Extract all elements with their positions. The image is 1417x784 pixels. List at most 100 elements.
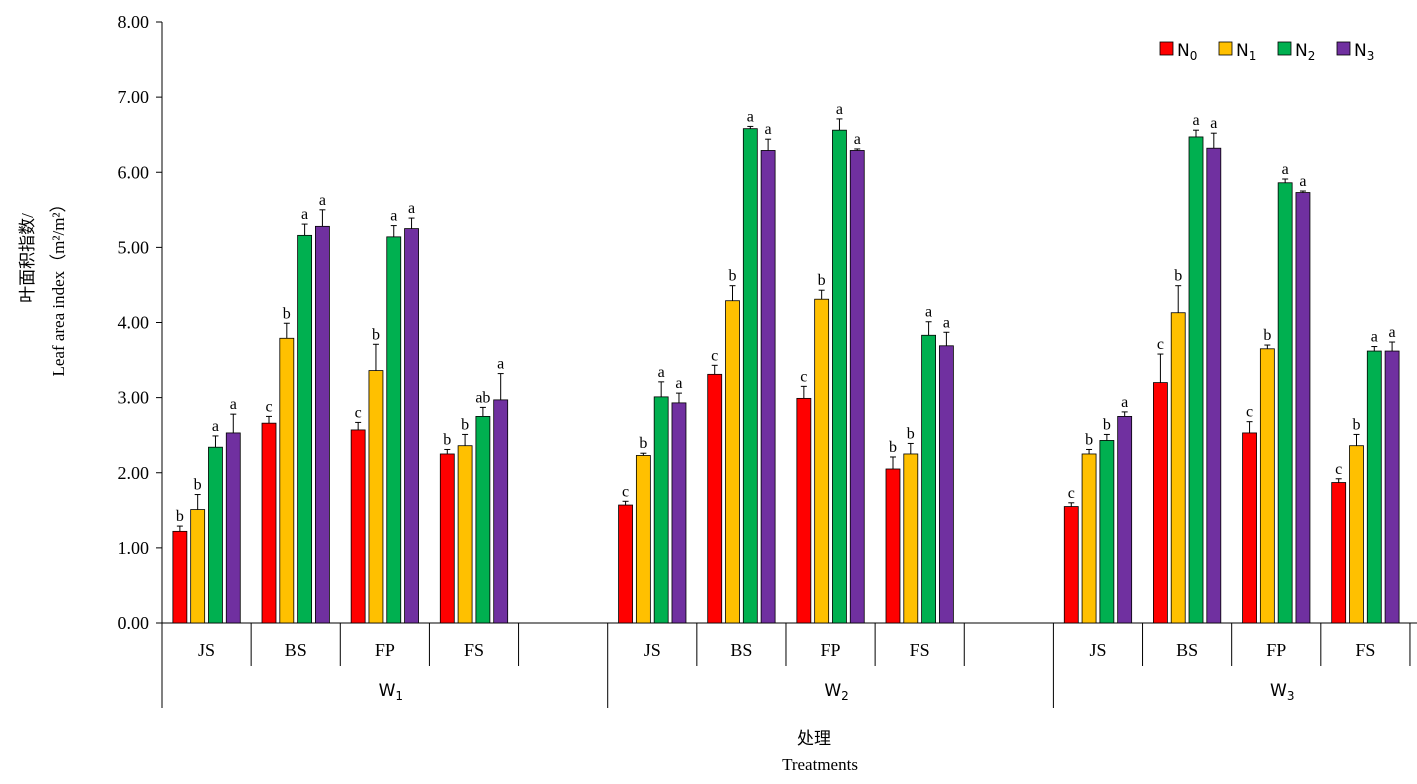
y-tick-label: 1.00	[118, 538, 150, 558]
legend-swatch	[1277, 41, 1292, 56]
group-label-subscript: 2	[841, 689, 849, 703]
significance-label: b	[639, 435, 647, 452]
significance-label: b	[1085, 431, 1093, 448]
bar	[1349, 445, 1364, 624]
bar	[635, 455, 651, 624]
group-label: W1	[379, 681, 403, 703]
significance-label: a	[765, 121, 772, 138]
significance-label: c	[800, 368, 807, 385]
legend-label: N0	[1177, 41, 1197, 63]
legend-label-subscript: 3	[1367, 49, 1375, 63]
significance-label: a	[1192, 112, 1199, 129]
bar	[172, 530, 188, 624]
bar	[1384, 350, 1400, 624]
bar	[1117, 416, 1133, 624]
significance-label: a	[1282, 161, 1289, 178]
significance-label: b	[194, 477, 202, 494]
y-axis: 0.00 1.00 2.00 3.00 4.00 5.00 6.00 7.00 8.00	[118, 12, 163, 633]
significance-label: c	[265, 398, 272, 415]
y-tick-label: 2.00	[118, 463, 150, 483]
axis-titles: 叶面积指数/ Leaf area index（m²/m²） 处理 Treatme…	[18, 195, 858, 774]
significance-label: b	[1174, 268, 1182, 285]
category-label: JS	[198, 640, 215, 660]
bar	[404, 228, 419, 624]
significance-label: b	[443, 431, 451, 448]
bar	[1206, 147, 1222, 624]
bar	[493, 399, 509, 624]
y-tick-label: 7.00	[118, 87, 150, 107]
bar	[1188, 136, 1204, 624]
significance-label: a	[212, 418, 219, 435]
bar	[725, 300, 740, 624]
significance-label: b	[372, 326, 380, 343]
bar	[1277, 182, 1293, 624]
significance-label: a	[230, 396, 237, 413]
bar	[1295, 192, 1311, 624]
bar	[742, 128, 758, 624]
category-label: BS	[285, 640, 307, 660]
category-label: FS	[1355, 640, 1375, 660]
category-label: FS	[910, 640, 930, 660]
bar	[1099, 440, 1115, 624]
bar	[618, 504, 633, 624]
bar	[439, 453, 455, 624]
bar	[1366, 350, 1382, 624]
group-label-subscript: 1	[395, 689, 403, 703]
bar	[707, 373, 723, 624]
bar	[903, 453, 919, 624]
category-label: JS	[644, 640, 661, 660]
bar	[1063, 506, 1079, 624]
bar	[475, 416, 491, 624]
legend: N0 N1 N2 N3	[1159, 41, 1375, 63]
y-tick-label: 6.00	[118, 162, 150, 182]
significance-label: a	[1299, 173, 1306, 190]
significance-label: b	[729, 268, 737, 285]
y-axis-title-cn: 叶面积指数/	[18, 213, 37, 303]
category-label: FP	[1266, 640, 1286, 660]
y-tick-label: 8.00	[118, 12, 150, 32]
bar	[921, 334, 936, 624]
group-label-subscript: 3	[1287, 689, 1295, 703]
significance-label: a	[658, 364, 665, 381]
category-label: BS	[730, 640, 752, 660]
category-label: FP	[821, 640, 841, 660]
significance-label: b	[907, 425, 915, 442]
significance-label: a	[390, 208, 397, 225]
legend-swatch	[1218, 41, 1233, 56]
significance-label: a	[1389, 324, 1396, 341]
significance-label: b	[1263, 327, 1271, 344]
category-label: FS	[464, 640, 484, 660]
bar	[653, 396, 669, 624]
bar	[849, 150, 865, 624]
legend-swatch	[1159, 41, 1174, 56]
x-axis: JS BS FP FS W1 JS BS FP FS W2 JS BS FP FS W3	[161, 622, 1417, 708]
y-tick-label: 3.00	[118, 388, 150, 408]
bar	[1153, 382, 1168, 624]
significance-label: a	[408, 200, 415, 217]
bar	[760, 150, 776, 624]
legend-label: N1	[1236, 41, 1256, 63]
significance-label: b	[176, 508, 184, 525]
bar	[1242, 432, 1257, 624]
significance-label: a	[854, 131, 861, 148]
significance-label: a	[925, 304, 932, 321]
significance-label: a	[301, 206, 308, 223]
bar	[671, 402, 687, 624]
significance-label: a	[1210, 115, 1217, 132]
bar	[1259, 348, 1275, 624]
category-label: BS	[1176, 640, 1198, 660]
bar	[368, 370, 384, 624]
legend-label-subscript: 1	[1249, 49, 1257, 63]
significance-label: b	[818, 272, 826, 289]
significance-label: c	[622, 483, 629, 500]
bar	[1170, 312, 1186, 624]
y-tick-label: 0.00	[118, 613, 150, 633]
bar	[297, 234, 313, 624]
bar	[261, 422, 277, 624]
significance-label: b	[461, 416, 469, 433]
bar	[315, 225, 330, 624]
significance-label: c	[1246, 404, 1253, 421]
significance-label: ab	[475, 389, 490, 406]
